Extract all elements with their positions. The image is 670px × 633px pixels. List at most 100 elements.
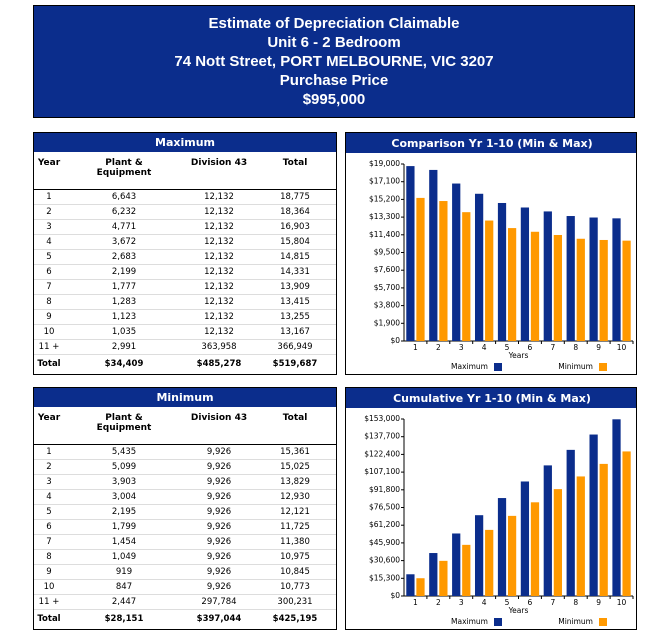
legend-label: Minimum	[558, 362, 593, 371]
y-tick-label: $122,400	[364, 449, 400, 458]
cell: 15,025	[254, 459, 336, 475]
cell: 1,799	[64, 519, 184, 535]
cell: 6	[34, 264, 64, 280]
header-row: Year Plant & Equipment Division 43 Total	[34, 152, 336, 190]
cell: 13,415	[254, 294, 336, 310]
cell: 12,132	[184, 324, 254, 340]
row: 4 3,004 9,926 12,930	[34, 489, 336, 505]
x-tick-label: 8	[573, 343, 578, 352]
x-tick-label: 10	[617, 343, 627, 352]
cell: 4	[34, 234, 64, 250]
column-header: Total	[254, 152, 336, 190]
cell: 15,804	[254, 234, 336, 250]
cell: 3,903	[64, 474, 184, 490]
bar	[589, 217, 598, 341]
cell: 8	[34, 549, 64, 565]
row: 6 1,799 9,926 11,725	[34, 519, 336, 535]
bar	[507, 228, 517, 341]
cell: 5,435	[64, 444, 184, 460]
cell: 13,167	[254, 324, 336, 340]
cell: 2,199	[64, 264, 184, 280]
column-header: Plant & Equipment	[64, 407, 184, 445]
cell: 6,232	[64, 204, 184, 220]
row: 8 1,283 12,132 13,415	[34, 294, 336, 310]
cell: 18,775	[254, 189, 336, 205]
cell: 12,132	[184, 294, 254, 310]
row: 11 +2,991 363,958 366,949	[34, 339, 336, 355]
bar	[406, 574, 415, 596]
column-header-text: Division 43	[190, 413, 248, 423]
y-tick-label: $137,700	[364, 432, 400, 441]
table-maximum: Maximum Year Plant & Equipment Division 43 T…	[33, 132, 337, 375]
cell: 7	[34, 279, 64, 295]
x-axis-label: Years	[508, 351, 529, 360]
cell: 13,909	[254, 279, 336, 295]
y-tick-label: $30,600	[369, 556, 400, 565]
cell: 3	[34, 474, 64, 490]
cell: 6	[34, 519, 64, 535]
column-header: Division 43	[184, 152, 254, 190]
cell: 1	[34, 189, 64, 205]
cell: 12,132	[184, 309, 254, 325]
y-tick-label: $3,800	[374, 301, 400, 310]
row: 11 +2,447 297,784 300,231	[34, 594, 336, 610]
header-line: Unit 6 - 2 Bedroom	[267, 34, 401, 51]
column-header-text: Year	[37, 413, 61, 423]
cell: 1,035	[64, 324, 184, 340]
legend-swatch	[494, 618, 502, 626]
title-bar	[346, 133, 636, 153]
bar	[520, 481, 530, 596]
cell: 9,926	[184, 489, 254, 505]
row: 1 6,643 12,132 18,775	[34, 189, 336, 205]
x-tick-label: 6	[528, 343, 533, 352]
cell: 9,926	[184, 564, 254, 580]
cell: 2,683	[64, 249, 184, 265]
y-tick-label: $1,900	[374, 318, 400, 327]
cell: 11,725	[254, 519, 336, 535]
y-tick-label: $61,200	[369, 520, 400, 529]
column-header: Plant & Equipment	[64, 152, 184, 190]
cell: 12,132	[184, 204, 254, 220]
column-header: Division 43	[184, 407, 254, 445]
row: 9 919 9,926 10,845	[34, 564, 336, 580]
cell: 2	[34, 204, 64, 220]
row: 3 4,771 12,132 16,903	[34, 219, 336, 235]
bar	[622, 451, 631, 596]
y-tick-label: $91,800	[369, 485, 400, 494]
row: 5 2,683 12,132 14,815	[34, 249, 336, 265]
row: 2 6,232 12,132 18,364	[34, 204, 336, 220]
cell: 18,364	[254, 204, 336, 220]
legend-label: Maximum	[451, 617, 488, 626]
cell: 16,903	[254, 219, 336, 235]
cell: 363,958	[184, 339, 254, 355]
column-header-text: Plant & Equipment	[96, 413, 152, 433]
x-tick-label: 5	[505, 343, 510, 352]
cell: 10	[34, 324, 64, 340]
y-tick-label: $107,100	[364, 467, 400, 476]
chart-title: Cumulative Yr 1-10 (Min & Max)	[393, 392, 591, 405]
cell: 1,454	[64, 534, 184, 550]
bar	[576, 238, 585, 341]
bar	[612, 419, 621, 596]
y-tick-label: $7,600	[374, 265, 400, 274]
table: Year Plant & Equipment Division 43 Total 1 5,…	[34, 407, 336, 627]
x-tick-label: 9	[596, 598, 601, 607]
cell: 11,380	[254, 534, 336, 550]
x-tick-label: 8	[573, 598, 578, 607]
bar	[576, 476, 585, 596]
title-bar	[346, 388, 636, 408]
x-tick-label: 4	[482, 598, 487, 607]
cell: 12,930	[254, 489, 336, 505]
cell: 297,784	[184, 594, 254, 610]
row: 2 5,099 9,926 15,025	[34, 459, 336, 475]
y-tick-label: $9,500	[374, 248, 400, 257]
row: 1 5,435 9,926 15,361	[34, 444, 336, 460]
row: 3 3,903 9,926 13,829	[34, 474, 336, 490]
bar	[439, 201, 448, 341]
x-axis-label: Years	[508, 606, 529, 615]
bar	[485, 220, 494, 341]
cell: 11 +	[34, 594, 64, 610]
bar	[612, 218, 621, 341]
header: Estimate of Depreciation Claimable Unit 6…	[33, 5, 635, 118]
